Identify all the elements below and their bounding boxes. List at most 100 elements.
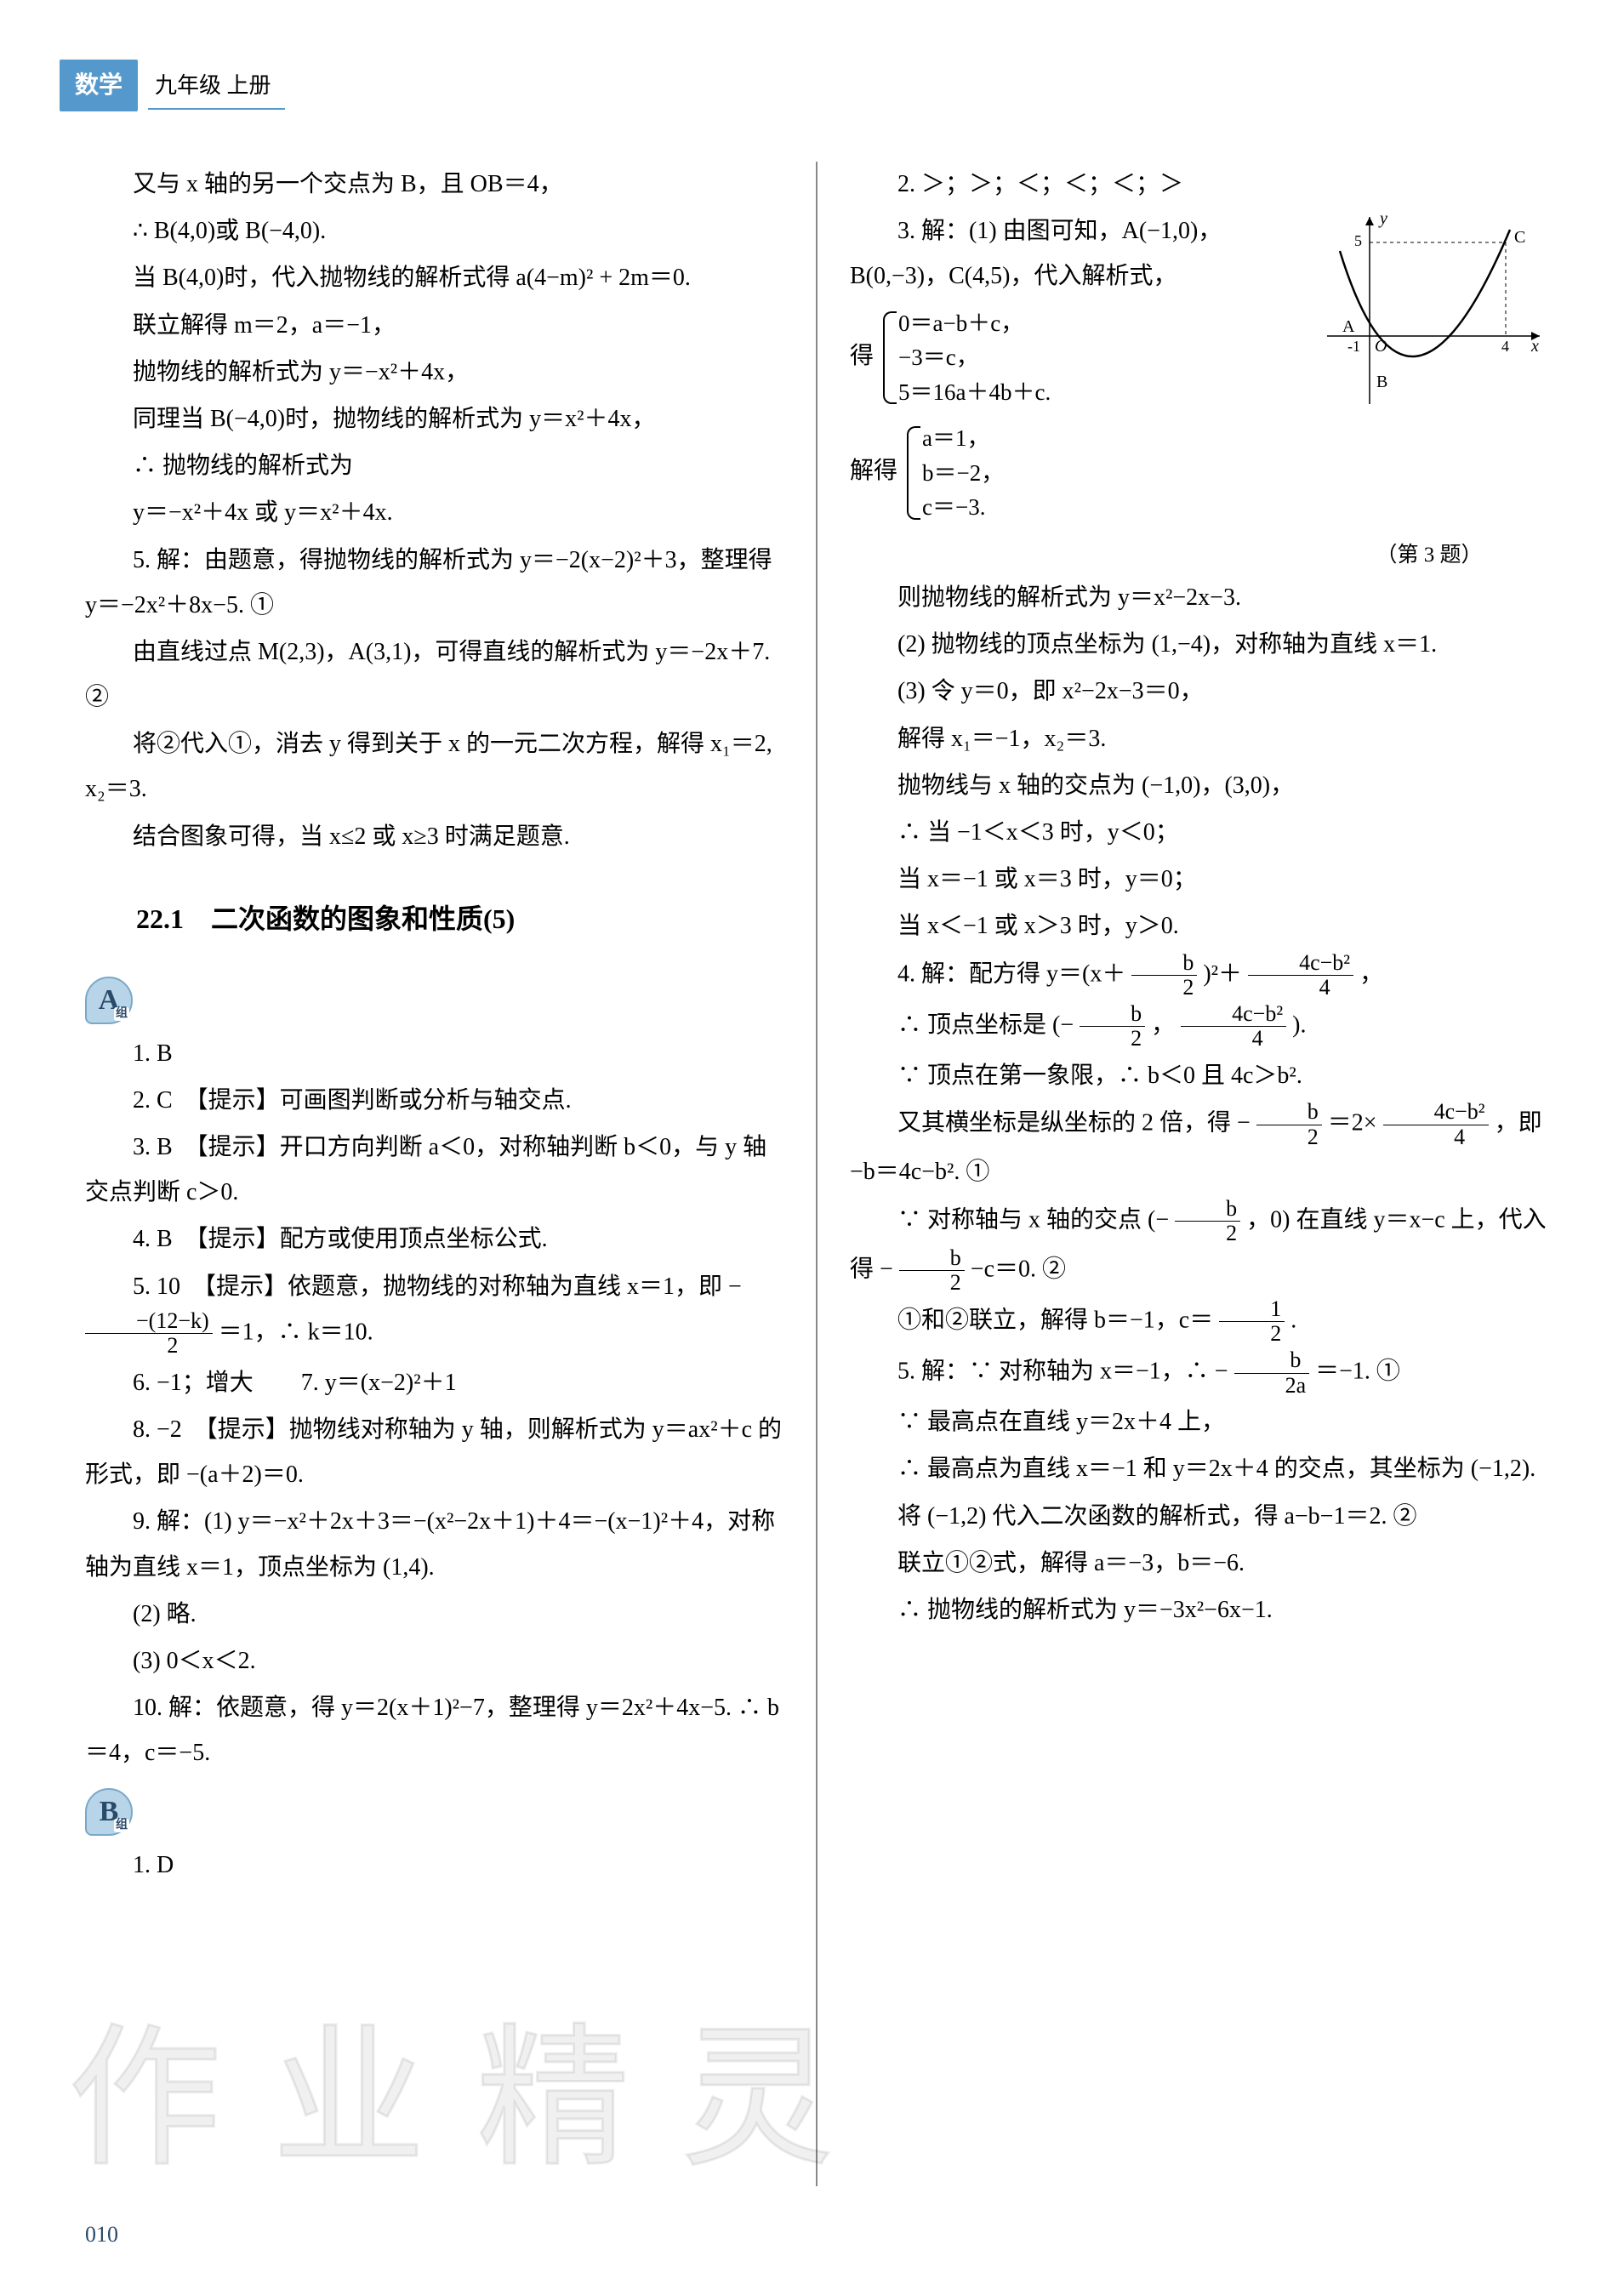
graph-caption: （第 3 题） [1310, 535, 1548, 576]
section-title: 22.1 二次函数的图象和性质(5) [136, 893, 783, 945]
answer-line: 4. B 【提示】配方或使用顶点坐标公式. [85, 1216, 783, 1262]
fraction: 4c−b²4 [1248, 951, 1353, 1000]
text-fragment: −c＝0. ② [971, 1256, 1066, 1282]
text-line: 抛物线与 x 轴的交点为 (−1,0)，(3,0)， [850, 763, 1548, 808]
brace-prefix: 解得 [850, 458, 897, 484]
brace-line: −3＝c， [898, 340, 1051, 375]
answer-line: 6. −1；增大 7. y＝(x−2)²＋1 [85, 1360, 783, 1405]
fraction: b2 [1175, 1197, 1240, 1246]
answer-line: (3) 0＜x＜2. [85, 1638, 783, 1684]
answer-line: (2) 略. [85, 1592, 783, 1637]
text-fragment: ①和②联立，解得 b＝−1，c＝ [897, 1307, 1213, 1333]
text-fragment: ＝−1. ① [1315, 1359, 1400, 1385]
text-line: 4. 解：配方得 y＝(x＋ b2 )²＋ 4c−b²4 ， [850, 951, 1548, 1000]
text-fragment: 4. 解：配方得 y＝(x＋ [897, 960, 1125, 987]
left-column: 又与 x 轴的另一个交点为 B，且 OB＝4， ∴ B(4,0)或 B(−4,0… [85, 162, 809, 2186]
text-line: 则抛物线的解析式为 y＝x²−2x−3. [850, 575, 1548, 620]
parabola-graph: x y O A -1 B C 5 4 [1310, 208, 1548, 421]
fraction: b2a [1234, 1348, 1310, 1398]
text-line: 当 x＜−1 或 x＞3 时，y＞0. [850, 903, 1548, 949]
text-line: 同理当 B(−4,0)时，抛物线的解析式为 y＝x²＋4x， [85, 396, 783, 442]
text-fragment: ， [1151, 1011, 1175, 1038]
fraction: b2 [1256, 1100, 1322, 1149]
text-line: 将 (−1,2) 代入二次函数的解析式，得 a−b−1＝2. ② [850, 1494, 1548, 1539]
right-column: 2. ＞；＞；＜；＜；＜；＞ x y O A -1 B C 5 4 3 [824, 162, 1548, 2186]
svg-text:y: y [1378, 209, 1387, 228]
text-fragment: 5. 10 【提示】依题意，抛物线的对称轴为直线 x＝1，即 − [133, 1273, 742, 1300]
brace-system: 0＝a−b＋c， −3＝c， 5＝16a＋4b＋c. [880, 306, 1051, 410]
grade-label: 九年级 上册 [148, 61, 285, 110]
group-b-badge: B 组 [85, 1788, 133, 1836]
brace-line: 5＝16a＋4b＋c. [898, 375, 1051, 410]
text-fragment: ∴ 顶点坐标是 (− [897, 1011, 1074, 1038]
brace-line: c＝−3. [922, 490, 1004, 525]
brace-system: a＝1， b＝−2， c＝−3. [903, 421, 1004, 525]
fraction: b2 [899, 1246, 965, 1296]
text-fragment: . [1290, 1307, 1296, 1333]
svg-text:5: 5 [1354, 232, 1362, 249]
text-line: ∵ 顶点在第一象限，∴ b＜0 且 4c＞b². [850, 1053, 1548, 1098]
text-fragment: 又其横坐标是纵坐标的 2 倍，得 − [897, 1110, 1251, 1137]
answer-line: 2. ＞；＞；＜；＜；＜；＞ [850, 162, 1548, 207]
text-line: 结合图象可得，当 x≤2 或 x≥3 时满足题意. [85, 814, 783, 859]
fraction: 12 [1219, 1297, 1285, 1347]
text-line: 解得 x₁＝−1，x₂＝3. [850, 716, 1548, 761]
text-line: ①和②联立，解得 b＝−1，c＝ 12 . [850, 1297, 1548, 1347]
text-fragment: ). [1292, 1011, 1306, 1038]
text-line: 当 x＝−1 或 x＝3 时，y＝0； [850, 857, 1548, 902]
text-line: 5. 解：由题意，得抛物线的解析式为 y＝−2(x−2)²＋3，整理得 y＝−2… [85, 538, 783, 628]
brace-row: 解得 a＝1， b＝−2， c＝−3. [850, 416, 1548, 530]
svg-text:B: B [1376, 373, 1387, 391]
text-line: ∴ 抛物线的解析式为 y＝−3x²−6x−1. [850, 1587, 1548, 1632]
fraction: 4c−b²4 [1181, 1002, 1286, 1051]
column-divider [816, 162, 818, 2186]
fraction: b2 [1080, 1002, 1145, 1051]
text-line: 联立解得 m＝2，a＝−1， [85, 303, 783, 348]
svg-text:C: C [1514, 228, 1525, 247]
text-line: 5. 解：∵ 对称轴为 x＝−1，∴ − b2a ＝−1. ① [850, 1348, 1548, 1398]
svg-text:x: x [1530, 337, 1539, 356]
fraction: b2 [1131, 951, 1197, 1000]
text-fragment: ＝2× [1328, 1110, 1377, 1137]
brace-line: a＝1， [922, 421, 1004, 456]
answer-line: 2. C 【提示】可画图判断或分析与轴交点. [85, 1078, 783, 1123]
text-line: 将②代入①，消去 y 得到关于 x 的一元二次方程，解得 x₁＝2, x₂＝3. [85, 721, 783, 812]
text-fragment: 5. 解：∵ 对称轴为 x＝−1，∴ − [897, 1359, 1228, 1385]
brace-prefix: 得 [850, 343, 874, 369]
page-number: 010 [85, 2213, 118, 2255]
frac-den: 2 [85, 1334, 213, 1359]
text-line: ∴ B(4,0)或 B(−4,0). [85, 208, 783, 254]
text-line: 由直线过点 M(2,3)，A(3,1)，可得直线的解析式为 y＝−2x＋7. ② [85, 630, 783, 720]
frac-num: −(12−k) [85, 1309, 213, 1335]
text-fragment: )²＋ [1203, 960, 1242, 987]
text-line: 又与 x 轴的另一个交点为 B，且 OB＝4， [85, 162, 783, 207]
answer-line: 10. 解：依题意，得 y＝2(x＋1)²−7，整理得 y＝2x²＋4x−5. … [85, 1685, 783, 1775]
svg-text:A: A [1342, 317, 1355, 336]
text-fragment: ＝1，∴ k＝10. [219, 1319, 373, 1345]
brace-line: 0＝a−b＋c， [898, 306, 1051, 341]
answer-line: 1. D [85, 1843, 783, 1888]
text-line: ∴ 最高点为直线 x＝−1 和 y＝2x＋4 的交点，其坐标为 (−1,2). [850, 1446, 1548, 1491]
answer-line: 5. 10 【提示】依题意，抛物线的对称轴为直线 x＝1，即 − −(12−k)… [85, 1264, 783, 1359]
text-line: 当 B(4,0)时，代入抛物线的解析式得 a(4−m)² + 2m＝0. [85, 255, 783, 300]
answer-line: 9. 解：(1) y＝−x²＋2x＋3＝−(x²−2x＋1)＋4＝−(x−1)²… [85, 1499, 783, 1589]
svg-text:-1: -1 [1347, 338, 1360, 355]
graph-svg: x y O A -1 B C 5 4 [1310, 208, 1548, 413]
text-line: ∴ 当 −1＜x＜3 时，y＜0； [850, 810, 1548, 855]
text-line: y＝−x²＋4x 或 y＝x²＋4x. [85, 490, 783, 535]
fraction: 4c−b²4 [1383, 1100, 1489, 1149]
answer-line: 3. B 【提示】开口方向判断 a＜0，对称轴判断 b＜0，与 y 轴交点判断 … [85, 1125, 783, 1215]
text-line: 抛物线的解析式为 y＝−x²＋4x， [85, 350, 783, 395]
brace-line: b＝−2， [922, 456, 1004, 491]
text-line: 联立①②式，解得 a＝−3，b＝−6. [850, 1541, 1548, 1586]
svg-text:4: 4 [1501, 338, 1509, 355]
group-a-badge: A 组 [85, 977, 133, 1024]
text-line: 又其横坐标是纵坐标的 2 倍，得 − b2 ＝2× 4c−b²4 ，即 −b＝4… [850, 1100, 1548, 1194]
answer-line: 1. B [85, 1031, 783, 1076]
text-fragment: ∵ 对称轴与 x 轴的交点 (− [897, 1206, 1169, 1233]
subject-tab: 数学 [60, 60, 138, 111]
text-fragment: ， [1359, 960, 1383, 987]
text-line: ∴ 顶点坐标是 (− b2 ， 4c−b²4 ). [850, 1002, 1548, 1051]
content-area: 又与 x 轴的另一个交点为 B，且 OB＝4， ∴ B(4,0)或 B(−4,0… [85, 162, 1548, 2186]
text-line: ∵ 最高点在直线 y＝2x＋4 上， [850, 1399, 1548, 1444]
